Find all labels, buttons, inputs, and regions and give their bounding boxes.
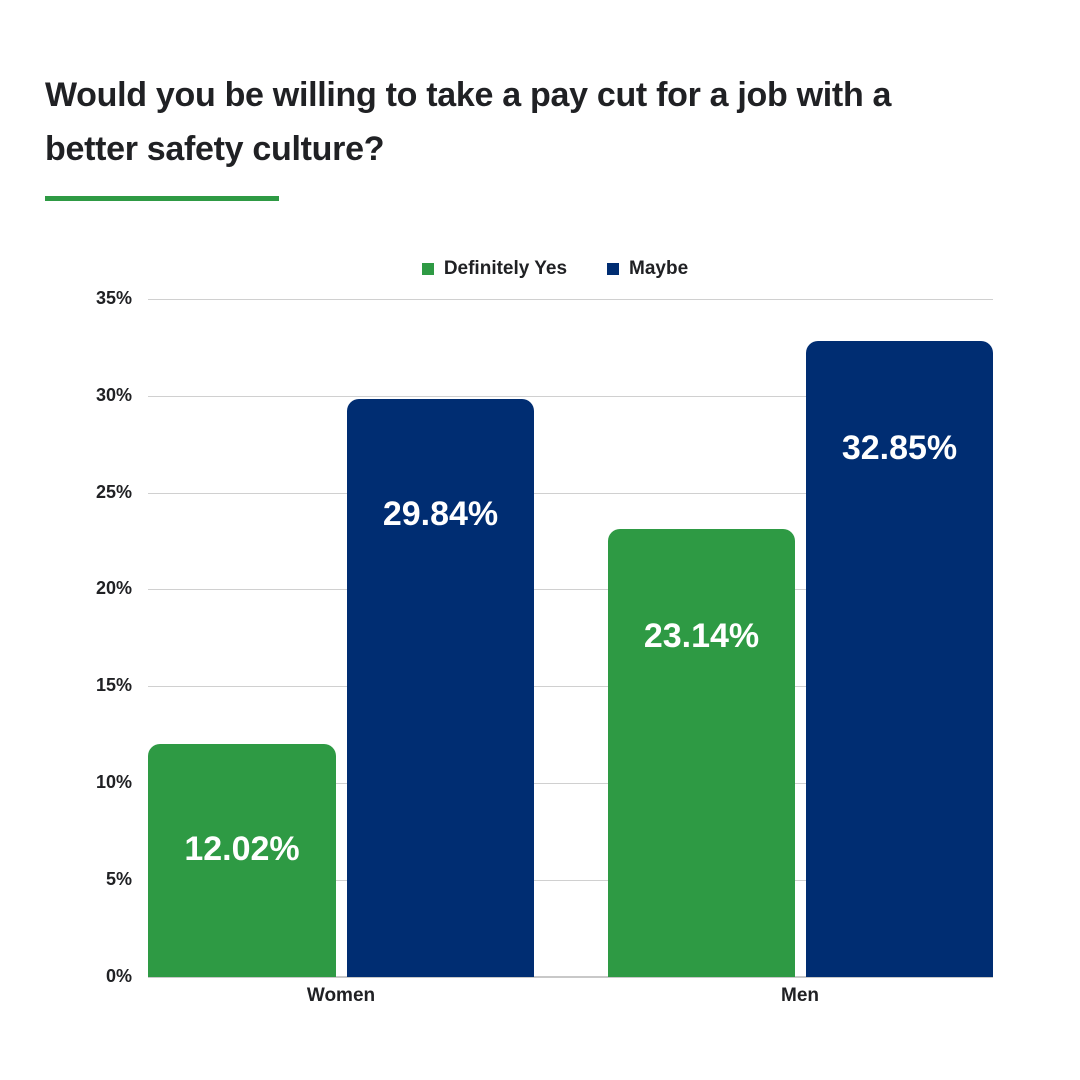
gridline	[148, 686, 993, 687]
legend-item-maybe: Maybe	[607, 258, 688, 280]
legend-label: Definitely Yes	[443, 258, 568, 279]
legend-label: Maybe	[629, 258, 689, 279]
bar-women-definitely-yes: 12.02%	[148, 744, 336, 977]
legend-swatch-definitely-yes	[421, 263, 434, 275]
x-axis-baseline	[148, 976, 993, 978]
chart-legend: Definitely Yes Maybe	[0, 258, 1080, 280]
y-tick: 35%	[95, 288, 132, 308]
y-tick: 10%	[95, 772, 132, 792]
gridline	[148, 589, 993, 590]
gridline	[148, 299, 993, 300]
chart-title: Would you be willing to take a pay cut f…	[45, 76, 892, 168]
bar-men-maybe: 32.85%	[806, 341, 993, 977]
plot-area: 12.02% 29.84% 23.14% 32.85%	[148, 299, 993, 978]
y-tick: 5%	[105, 869, 132, 889]
bar-value-label: 23.14%	[643, 617, 760, 655]
x-tick-men: Men	[781, 985, 819, 1006]
y-tick: 15%	[95, 675, 132, 695]
y-tick: 20%	[95, 578, 132, 598]
bar-value-label: 12.02%	[184, 830, 300, 868]
bar-value-label: 29.84%	[382, 495, 499, 533]
legend-swatch-maybe	[607, 263, 620, 275]
y-tick: 25%	[95, 482, 132, 502]
legend-item-definitely-yes: Definitely Yes	[421, 258, 568, 280]
bar-women-maybe: 29.84%	[347, 399, 534, 977]
gridline	[148, 493, 993, 494]
y-tick: 0%	[105, 966, 132, 986]
y-tick: 30%	[95, 385, 132, 405]
gridline	[148, 880, 993, 881]
x-tick-women: Women	[306, 985, 376, 1006]
bar-value-label: 32.85%	[841, 429, 958, 467]
bar-men-definitely-yes: 23.14%	[608, 529, 795, 977]
gridline	[148, 396, 993, 397]
title-accent-line	[45, 196, 279, 201]
gridline	[148, 783, 993, 784]
